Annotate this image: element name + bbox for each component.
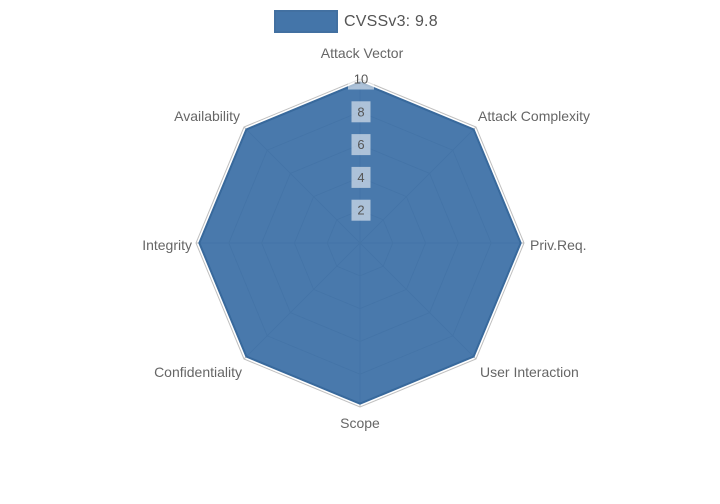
tick-bg [351, 134, 371, 156]
tick-bg [348, 68, 374, 90]
radial-tick-4: 4 [351, 166, 371, 188]
legend-label: CVSSv3: 9.8 [344, 12, 438, 30]
axis-label-attack-vector: Attack Vector [321, 45, 404, 61]
legend-item[interactable]: CVSSv3: 9.8 [274, 10, 438, 33]
tick-bg [351, 166, 371, 188]
legend-swatch [274, 10, 338, 33]
tick-value-6: 6 [357, 137, 364, 152]
axis-label-attack-complexity: Attack Complexity [478, 108, 590, 124]
axis-label-confidentiality: Confidentiality [154, 364, 242, 380]
tick-bg [351, 199, 371, 221]
tick-value-8: 8 [357, 104, 364, 119]
tick-value-10: 10 [354, 72, 368, 87]
axis-label-scope: Scope [340, 415, 380, 431]
radial-tick-8: 8 [351, 101, 371, 123]
radial-tick-2: 2 [351, 199, 371, 221]
radial-tick-10: 10 [348, 68, 374, 90]
axis-label-user-interaction: User Interaction [480, 364, 579, 380]
tick-value-4: 4 [357, 170, 364, 185]
radial-tick-labels: 2 4 6 8 10 [348, 68, 374, 221]
series-polygon-0 [198, 81, 522, 405]
radial-tick-6: 6 [351, 134, 371, 156]
axis-label-priv-req: Priv.Req. [530, 237, 587, 253]
axis-labels: Attack Vector Attack Complexity Priv.Req. U… [142, 45, 590, 431]
axis-label-integrity: Integrity [142, 237, 192, 253]
tick-bg [351, 101, 371, 123]
tick-value-2: 2 [357, 203, 364, 218]
axis-label-availability: Availability [174, 108, 240, 124]
